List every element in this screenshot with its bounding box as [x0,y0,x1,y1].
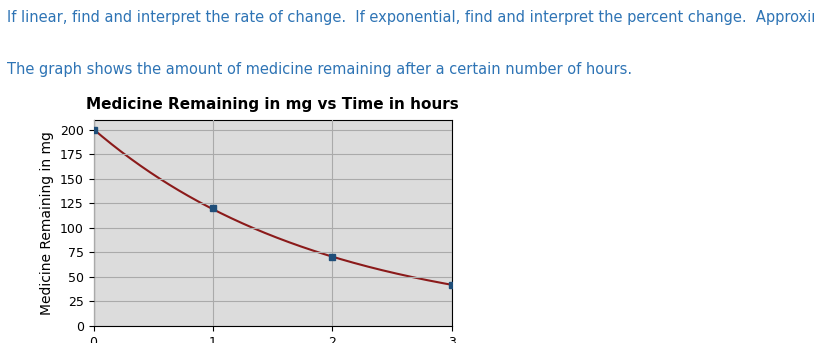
Y-axis label: Medicine Remaining in mg: Medicine Remaining in mg [41,131,55,315]
Text: If linear, find and interpret the rate of change.  If exponential, find and inte: If linear, find and interpret the rate o… [7,10,814,25]
Title: Medicine Remaining in mg vs Time in hours: Medicine Remaining in mg vs Time in hour… [86,97,459,112]
Text: The graph shows the amount of medicine remaining after a certain number of hours: The graph shows the amount of medicine r… [7,62,632,77]
